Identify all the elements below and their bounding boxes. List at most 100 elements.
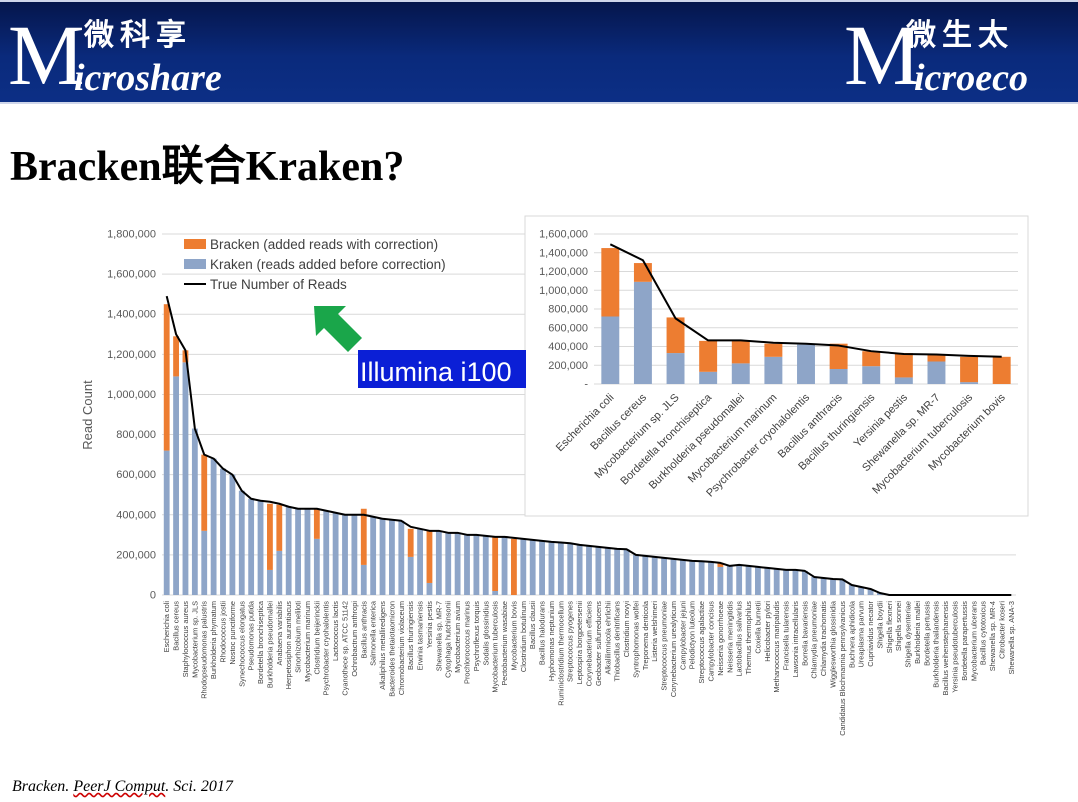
citation-journal[interactable]: PeerJ Comput <box>73 778 166 795</box>
main-chart-ytick-label: 200,000 <box>116 549 156 561</box>
main-chart-ytick-label: 1,400,000 <box>107 309 156 321</box>
main-chart-category-label: Mycobacterium bovis <box>509 601 518 671</box>
main-chart-category-label: Shigella flexneri <box>885 601 894 654</box>
main-chart-kraken-bar <box>435 530 442 595</box>
microeco-logo-text: icroeco <box>914 57 1028 99</box>
main-chart-kraken-bar <box>548 541 555 595</box>
main-chart-category-label: Geobacter sulfurreducens <box>594 601 603 686</box>
main-chart-category-label: Alkaliphilus metalliredigens <box>378 601 387 690</box>
main-chart-category-label: Shewanella sp. MR-4 <box>988 601 997 671</box>
main-chart-kraken-bar <box>426 582 433 595</box>
main-chart-category-label: Mycobacterium tuberculosis <box>491 601 500 693</box>
microshare-logo-chinese: 微科享 <box>84 19 192 52</box>
main-chart-kraken-bar <box>689 560 696 595</box>
main-chart-category-label: Burkholderia thailandensis <box>932 601 941 688</box>
main-chart-bracken-bar <box>163 304 170 451</box>
main-chart-category-label: Wigglesworthia glossinidia <box>829 600 838 688</box>
main-chart-kraken-bar <box>182 362 189 595</box>
main-chart-ytick-label: 600,000 <box>116 469 156 481</box>
main-chart-bracken-bar <box>173 336 179 377</box>
main-chart-kraken-bar <box>717 566 724 595</box>
inset-chart-bracken-bar <box>862 351 881 367</box>
main-chart-category-label: Thermus thermophilus <box>744 601 753 675</box>
main-chart-kraken-bar <box>191 428 198 595</box>
main-chart-kraken-bar <box>586 545 592 595</box>
main-chart-kraken-bar <box>360 564 367 595</box>
main-chart-category-label: Burkholderia phymatum <box>209 601 218 679</box>
main-chart-category-label: Burkholderia pseudomallei <box>265 601 274 688</box>
main-chart-category-label: Herpetosiphon aurantiacus <box>284 601 293 690</box>
main-chart-kraken-bar <box>304 508 311 595</box>
main-chart-kraken-bar <box>342 514 348 595</box>
main-chart-category-label: Chlamydia trachomatis <box>819 601 828 676</box>
main-chart-category-label: Bacillus cereus <box>172 601 181 651</box>
main-chart-bracken-bar <box>313 508 320 539</box>
main-chart-category-label: Shewanella sp. ANA-3 <box>1007 601 1016 675</box>
main-chart-category-label: Lawsonia intracellularis <box>791 601 800 678</box>
microshare-logo-text: icroshare <box>74 57 222 99</box>
main-chart-category-label: Erwinia tasmaniensis <box>416 601 425 671</box>
inset-chart-bracken-bar <box>731 340 750 364</box>
main-chart-category-label: Neisseria meningitidis <box>725 601 734 673</box>
header-banner: M 微科享 icroshare M 微生太 icroeco <box>0 0 1078 104</box>
citation-suffix: . Sci. 2017 <box>165 778 233 795</box>
inset-chart-kraken-bar <box>894 377 913 384</box>
inset-chart-bracken-bar <box>699 340 718 372</box>
main-chart-category-label: Streptococcus pyogenes <box>566 601 575 682</box>
main-chart-bracken-bar <box>276 504 283 551</box>
main-chart-kraken-bar <box>313 538 320 595</box>
main-chart-kraken-bar <box>417 528 423 595</box>
main-chart-kraken-bar <box>642 555 649 595</box>
main-chart-bracken-bar <box>267 503 273 570</box>
main-chart-kraken-bar <box>323 510 330 595</box>
main-chart-category-label: Streptococcus agalactiae <box>697 601 706 684</box>
main-chart-category-label: Lactobacillus salivarius <box>735 601 744 677</box>
inset-chart-kraken-bar <box>699 371 718 384</box>
main-chart-category-label: Clostridium novyi <box>622 601 631 658</box>
main-chart-kraken-bar <box>726 565 733 595</box>
main-chart-ytick-label: 1,600,000 <box>107 269 156 281</box>
main-chart-category-label: Bacillus anthracis <box>359 601 368 659</box>
main-chart-category-label: Cyanothece sp. ATCC 51142 <box>341 601 350 696</box>
main-chart-kraken-bar <box>163 450 170 595</box>
citation: Bracken. PeerJ Comput. Sci. 2017 <box>12 778 233 796</box>
main-chart-category-label: Yersinia pseudotuberculosis <box>951 601 960 693</box>
main-chart-kraken-bar <box>454 532 461 595</box>
main-chart-kraken-bar <box>295 508 301 595</box>
main-chart-kraken-bar <box>839 579 846 595</box>
legend-label: True Number of Reads <box>210 277 347 292</box>
main-chart-kraken-bar <box>736 564 743 595</box>
main-chart-category-label: Cytophaga hutchinsonii <box>444 601 453 678</box>
main-chart-category-label: Shewanella sp. MR-7 <box>434 601 443 671</box>
main-chart-category-label: Thiobacillus denitrificans <box>613 601 622 682</box>
main-chart-category-label: Prochlorococcus marinus <box>463 601 472 684</box>
main-chart-category-label: Bordetella pertussis <box>922 601 931 666</box>
main-chart-category-label: Ochrobactrum anthropi <box>350 601 359 677</box>
main-chart-kraken-bar <box>529 539 536 595</box>
main-chart-kraken-bar <box>276 550 283 595</box>
main-chart-category-label: Rhodococcus jostii <box>219 601 228 663</box>
main-chart-kraken-bar <box>210 458 217 595</box>
main-chart-category-label: Mycobacterium ulcerans <box>969 601 978 681</box>
main-chart-kraken-bar <box>830 578 836 595</box>
inset-chart-bracken-bar <box>894 353 913 378</box>
main-chart-kraken-bar <box>858 586 865 595</box>
inset-chart-bracken-bar <box>960 356 979 383</box>
main-chart-kraken-bar <box>783 569 789 595</box>
main-chart-kraken-bar <box>679 559 686 595</box>
main-chart-category-label: Neisseria gonorrhoeae <box>716 601 725 676</box>
main-chart-kraken-bar <box>492 590 499 595</box>
main-chart-kraken-bar <box>576 544 583 595</box>
inset-chart-kraken-bar <box>862 366 881 384</box>
main-chart-category-label: Helicobacter pylori <box>763 601 772 662</box>
main-chart-category-label: Yersinia pestis <box>425 601 434 649</box>
main-chart-category-label: Buchnera aphidicola <box>847 600 856 668</box>
main-chart-category-label: Salmonella enterica <box>369 600 378 666</box>
main-chart-category-label: Streptococcus pneumoniae <box>660 601 669 691</box>
main-chart-category-label: Anabaena variabilis <box>275 601 284 666</box>
main-chart-ytick-label: 400,000 <box>116 509 156 521</box>
main-chart-category-label: Alkalilimnicola ehrlichii <box>603 601 612 675</box>
microeco-logo-initial: M <box>844 7 921 103</box>
main-chart-kraken-bar <box>473 534 480 595</box>
inset-chart-bracken-bar <box>764 343 783 357</box>
